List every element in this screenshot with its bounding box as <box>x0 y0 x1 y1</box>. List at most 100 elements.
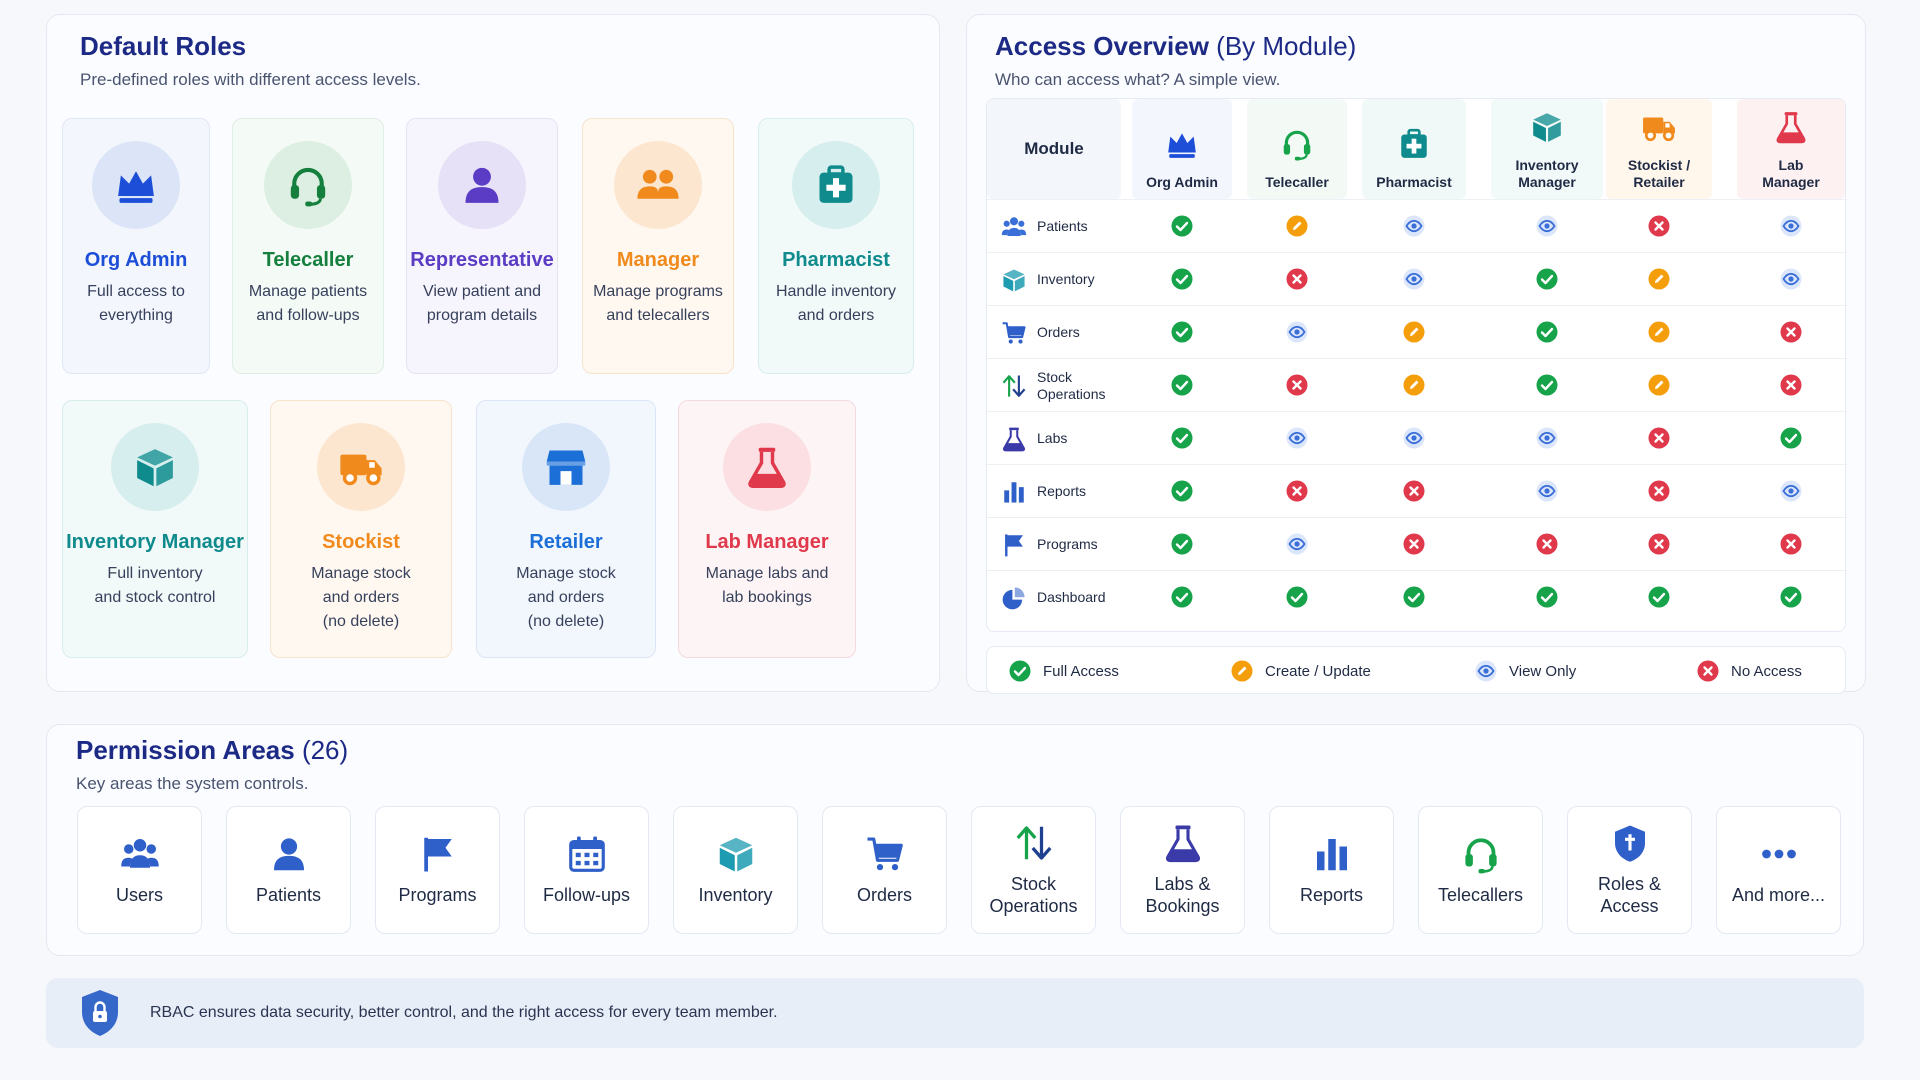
area-card-inventory[interactable]: Inventory <box>673 806 798 934</box>
role-card-org-admin[interactable]: Org Admin Full access to everything <box>62 118 210 374</box>
view-only-icon <box>1286 321 1308 343</box>
area-label: Users <box>115 885 163 905</box>
access-row-orders: Orders <box>987 305 1847 358</box>
flask-icon <box>1774 110 1808 149</box>
full-access-icon <box>1171 586 1193 608</box>
full-access-icon <box>1648 586 1670 608</box>
area-card-and-more[interactable]: And more... <box>1716 806 1841 934</box>
role-name: Representative <box>410 249 554 271</box>
role-description: View patient and program details <box>422 283 541 324</box>
full-access-icon <box>1171 321 1193 343</box>
roles-title: Default Roles <box>80 31 247 61</box>
role-card-representative[interactable]: Representative View patient and program d… <box>406 118 558 374</box>
box-icon <box>111 423 199 511</box>
shield-icon <box>1610 823 1650 863</box>
role-card-pharmacist[interactable]: Pharmacist Handle inventory and orders <box>758 118 914 374</box>
transfer-arrows-icon <box>1014 823 1054 863</box>
area-card-roles-access[interactable]: Roles & Access <box>1567 806 1692 934</box>
cart-icon <box>1001 320 1027 346</box>
no-access-icon <box>1780 533 1802 555</box>
module-header: Module <box>1024 139 1084 158</box>
module-label: Stock Operations <box>1001 359 1105 412</box>
access-row-inventory: Inventory <box>987 252 1847 305</box>
column-header-stockist-retailer: Stockist / Retailer <box>1606 99 1712 199</box>
area-card-reports[interactable]: Reports <box>1269 806 1394 934</box>
area-card-patients[interactable]: Patients <box>226 806 351 934</box>
box-icon <box>716 834 756 874</box>
access-matrix: Module Org Admin Telecaller Pharmacist Inve… <box>986 98 1847 632</box>
box-icon <box>1001 267 1027 293</box>
medical-kit-icon <box>1397 127 1431 166</box>
area-card-labs-bookings[interactable]: Labs & Bookings <box>1120 806 1245 934</box>
role-card-telecaller[interactable]: Telecaller Manage patients and follow-ups <box>232 118 384 374</box>
create-update-icon <box>1286 215 1308 237</box>
full-access-icon <box>1171 533 1193 555</box>
role-card-stockist[interactable]: Stockist Manage stock and orders (no dele… <box>270 400 452 658</box>
pie-chart-icon <box>1001 585 1027 611</box>
area-card-stock-operations[interactable]: Stock Operations <box>971 806 1096 934</box>
area-label: And more... <box>1731 885 1826 905</box>
module-name: Reports <box>1037 483 1087 499</box>
full-access-icon <box>1403 586 1425 608</box>
role-card-lab-manager[interactable]: Lab Manager Manage labs and lab bookings <box>678 400 856 658</box>
no-access-icon <box>1648 427 1670 449</box>
medical-kit-icon <box>792 141 880 229</box>
person-icon <box>438 141 526 229</box>
column-label: Telecaller <box>1265 174 1329 190</box>
area-card-telecallers[interactable]: Telecallers <box>1418 806 1543 934</box>
full-access-icon <box>1171 268 1193 290</box>
area-card-orders[interactable]: Orders <box>822 806 947 934</box>
no-access-icon <box>1286 480 1308 502</box>
flask-icon <box>1001 426 1027 452</box>
column-label: Lab Manager <box>1762 157 1820 190</box>
role-name: Inventory Manager <box>66 531 244 553</box>
access-row-dashboard: Dashboard <box>987 570 1847 623</box>
full-access-icon <box>1171 427 1193 449</box>
area-card-programs[interactable]: Programs <box>375 806 500 934</box>
flask-icon <box>723 423 811 511</box>
view-only-icon <box>1780 268 1802 290</box>
cart-icon <box>865 834 905 874</box>
full-access-icon <box>1780 427 1802 449</box>
create-update-icon <box>1403 374 1425 396</box>
access-row-reports: Reports <box>987 464 1847 517</box>
full-access-icon <box>1536 374 1558 396</box>
no-access-icon <box>1697 660 1719 682</box>
module-header-cell: Module <box>987 99 1121 199</box>
module-name: Orders <box>1037 324 1080 340</box>
module-name: Programs <box>1037 536 1098 552</box>
area-label: Roles & Access <box>1597 874 1662 916</box>
view-only-icon <box>1403 427 1425 449</box>
role-name: Telecaller <box>262 249 354 271</box>
view-only-icon <box>1536 427 1558 449</box>
crown-icon <box>1165 127 1199 166</box>
view-only-icon <box>1286 533 1308 555</box>
access-row-stock-operations: Stock Operations <box>987 358 1847 411</box>
more-dots-icon <box>1759 834 1799 874</box>
role-name: Pharmacist <box>782 249 890 271</box>
area-label: Labs & Bookings <box>1145 874 1220 916</box>
view-only-icon <box>1780 215 1802 237</box>
area-card-users[interactable]: Users <box>77 806 202 934</box>
column-header-telecaller: Telecaller <box>1247 99 1347 199</box>
area-card-follow-ups[interactable]: Follow-ups <box>524 806 649 934</box>
role-description: Manage programs and telecallers <box>593 283 723 324</box>
role-description: Manage patients and follow-ups <box>248 283 368 324</box>
role-card-inventory-manager[interactable]: Inventory Manager Full inventory and stoc… <box>62 400 248 658</box>
full-access-icon <box>1286 586 1308 608</box>
role-card-retailer[interactable]: Retailer Manage stock and orders (no dele… <box>476 400 656 658</box>
module-name: Stock Operations <box>1037 368 1106 402</box>
area-label: Patients <box>255 885 322 905</box>
footer-text: RBAC ensures data security, better contr… <box>150 1004 778 1021</box>
no-access-icon <box>1403 480 1425 502</box>
role-name: Stockist <box>322 531 400 553</box>
legend-label: View Only <box>1509 662 1577 680</box>
full-access-icon <box>1171 215 1193 237</box>
role-card-manager[interactable]: Manager Manage programs and telecallers <box>582 118 734 374</box>
role-name: Retailer <box>529 531 603 553</box>
full-access-icon <box>1171 480 1193 502</box>
legend-view-only: View Only <box>1475 647 1576 695</box>
full-access-icon <box>1536 586 1558 608</box>
legend-label: No Access <box>1731 662 1802 680</box>
access-legend: Full Access Create / Update View Only No Ac… <box>986 646 1846 694</box>
